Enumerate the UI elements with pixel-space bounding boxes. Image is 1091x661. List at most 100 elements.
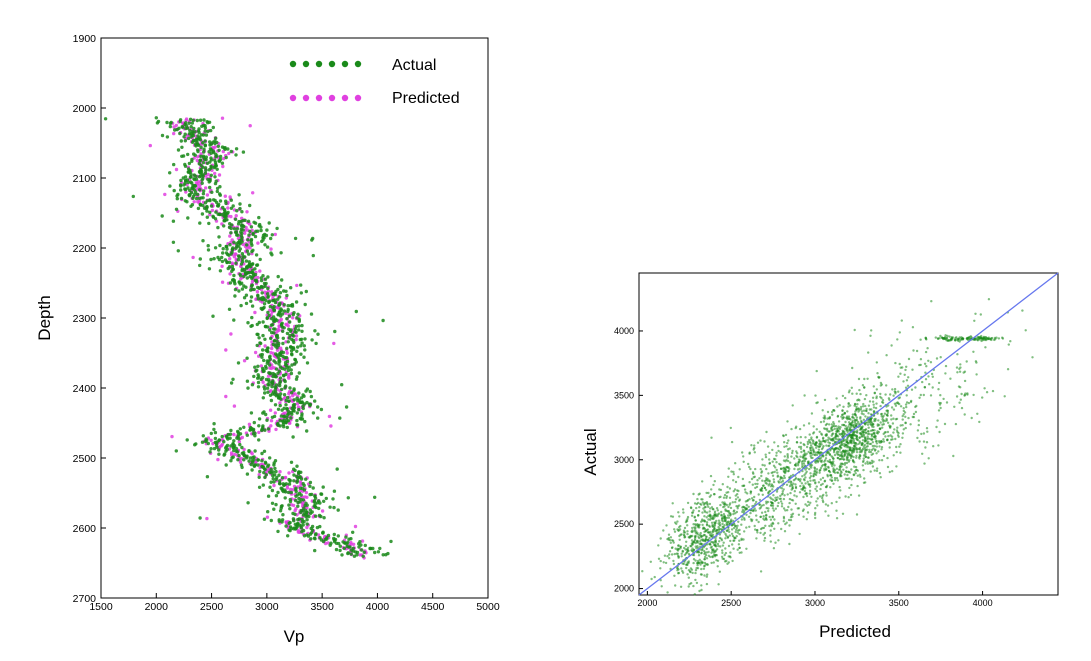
scatter-point bbox=[798, 427, 802, 431]
scatter-point bbox=[738, 499, 741, 502]
actual-point bbox=[233, 217, 238, 221]
actual-point bbox=[190, 140, 195, 144]
scatter-point bbox=[706, 503, 709, 506]
scatter-point bbox=[825, 494, 828, 497]
scatter-point bbox=[806, 504, 809, 507]
actual-point bbox=[209, 128, 213, 133]
scatter-point bbox=[834, 425, 838, 428]
scatter-point bbox=[805, 470, 808, 473]
scatter-point bbox=[690, 514, 694, 517]
scatter-point bbox=[912, 415, 916, 419]
legend-actual-dot bbox=[289, 60, 297, 68]
actual-point bbox=[299, 344, 303, 348]
actual-point bbox=[279, 251, 283, 255]
predicted-point bbox=[305, 525, 309, 530]
actual-point bbox=[285, 425, 289, 430]
scatter-point bbox=[819, 420, 823, 424]
scatter-point bbox=[753, 524, 756, 528]
actual-point bbox=[308, 480, 313, 485]
scatter-point bbox=[827, 469, 831, 473]
actual-point bbox=[263, 243, 267, 247]
actual-point bbox=[209, 431, 213, 436]
scatter-point bbox=[812, 440, 815, 443]
actual-point bbox=[255, 343, 259, 348]
scatter-point bbox=[687, 552, 691, 556]
scatter-point bbox=[798, 491, 802, 494]
scatter-point bbox=[863, 377, 866, 381]
actual-point bbox=[194, 196, 199, 201]
actual-point bbox=[246, 219, 251, 223]
scatter-point bbox=[700, 549, 704, 552]
scatter-point bbox=[869, 334, 872, 337]
scatter-point bbox=[912, 412, 916, 416]
actual-point bbox=[287, 336, 292, 340]
scatter-point bbox=[927, 359, 930, 362]
actual-point bbox=[218, 269, 223, 273]
actual-point bbox=[314, 514, 318, 518]
actual-point bbox=[322, 516, 326, 520]
actual-point bbox=[297, 371, 301, 375]
scatter-point bbox=[686, 501, 690, 505]
scatter-point bbox=[869, 418, 872, 421]
scatter-point bbox=[756, 482, 759, 486]
predicted-point bbox=[295, 283, 299, 288]
actual-point bbox=[203, 439, 208, 444]
scatter-point bbox=[804, 476, 807, 479]
actual-point bbox=[198, 118, 203, 122]
scatter-point bbox=[793, 490, 796, 493]
actual-point bbox=[220, 259, 225, 264]
legend-actual-marker bbox=[289, 60, 362, 68]
scatter-point bbox=[722, 530, 726, 534]
scatter-point bbox=[837, 447, 840, 451]
scatter-point bbox=[709, 507, 712, 510]
scatter-point bbox=[691, 571, 694, 575]
scatter-point bbox=[857, 398, 860, 401]
actual-point bbox=[265, 349, 269, 353]
scatter-point bbox=[697, 526, 700, 529]
scatter-point bbox=[860, 412, 864, 415]
scatter-point bbox=[848, 447, 851, 450]
actual-point bbox=[217, 235, 221, 239]
actual-point bbox=[265, 325, 270, 329]
scatter-point bbox=[820, 433, 824, 436]
scatter-point bbox=[808, 452, 812, 455]
actual-point bbox=[276, 371, 280, 375]
scatter-point bbox=[749, 511, 752, 515]
actual-point bbox=[342, 546, 346, 551]
scatter-point bbox=[856, 422, 859, 425]
scatter-point bbox=[823, 414, 826, 417]
scatter-point bbox=[851, 459, 855, 462]
scatter-point bbox=[776, 475, 779, 478]
scatter-point bbox=[824, 454, 828, 457]
scatter-point bbox=[719, 488, 723, 492]
scatter-point bbox=[715, 529, 718, 533]
scatter-point bbox=[774, 541, 777, 544]
scatter-point bbox=[695, 530, 698, 533]
scatter-point bbox=[703, 530, 706, 533]
scatter-point bbox=[809, 446, 812, 449]
actual-point bbox=[306, 534, 311, 538]
actual-point bbox=[263, 391, 267, 395]
actual-point bbox=[240, 231, 244, 236]
scatter-point bbox=[789, 518, 793, 522]
actual-point bbox=[187, 161, 192, 166]
scatter-point bbox=[862, 402, 865, 406]
scatter-point bbox=[720, 519, 724, 522]
scatter-point bbox=[752, 499, 755, 502]
scatter-point bbox=[852, 439, 856, 443]
scatter-point bbox=[696, 564, 699, 567]
scatter-point bbox=[872, 432, 875, 435]
actual-point bbox=[308, 389, 312, 394]
scatter-point bbox=[768, 458, 771, 461]
actual-point bbox=[252, 374, 256, 379]
actual-point bbox=[200, 124, 204, 128]
actual-point bbox=[300, 323, 304, 328]
actual-point bbox=[208, 198, 212, 203]
scatter-point bbox=[708, 502, 712, 506]
actual-point bbox=[203, 143, 207, 147]
actual-point bbox=[295, 523, 299, 528]
actual-point bbox=[215, 186, 220, 191]
predicted-point bbox=[232, 255, 237, 259]
scatter-point bbox=[695, 581, 699, 585]
scatter-point bbox=[835, 509, 838, 512]
